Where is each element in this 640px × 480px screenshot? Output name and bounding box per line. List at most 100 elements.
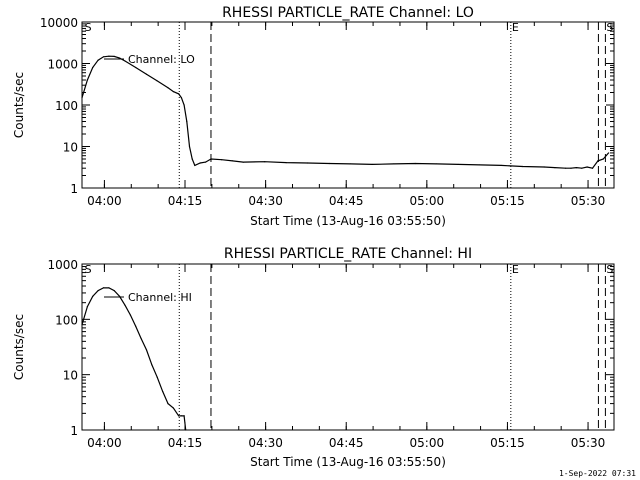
series-point (183, 415, 185, 417)
series-point (108, 55, 110, 57)
plot-frame (81, 263, 615, 431)
series-point (97, 290, 99, 292)
series-point (172, 91, 174, 93)
x-tick-label: 04:45 (329, 194, 364, 208)
chart-panel-2: RHESSI PARTICLE_RATE Channel: HI Counts/s… (12, 246, 615, 469)
series-point (231, 160, 234, 162)
series-line (82, 287, 187, 430)
series-point (591, 167, 594, 169)
event-marker-label: S (85, 263, 92, 276)
series-point (565, 167, 567, 169)
x-tick-label: 04:15 (168, 194, 203, 208)
event-marker-label: S (606, 21, 613, 34)
y-tick-label: 10 (63, 369, 78, 383)
series-point (113, 55, 115, 58)
footer-timestamp: 1-Sep-2022 07:31 (558, 469, 636, 478)
series-point (543, 166, 545, 168)
y-tick-label: 100 (55, 99, 78, 113)
series-point (167, 87, 169, 89)
series-point (167, 402, 169, 405)
y-tick-label: 1000 (47, 58, 78, 72)
series-point (307, 162, 309, 164)
y-tick-label: 100 (55, 313, 78, 327)
series-point (140, 337, 142, 340)
series-point (608, 152, 610, 154)
series-point (124, 304, 126, 306)
series-point (180, 415, 183, 417)
series-point (204, 161, 207, 163)
series-point (183, 104, 185, 106)
x-axis-label: Start Time (13-Aug-16 03:55:50) (250, 214, 446, 228)
y-tick-label: 1000 (47, 258, 78, 272)
chart-title: RHESSI PARTICLE_RATE Channel: HI (224, 246, 472, 262)
legend-label: Channel: HI (128, 291, 192, 304)
x-tick-label: 05:30 (571, 194, 606, 208)
series-point (102, 287, 105, 289)
series-point (285, 161, 287, 164)
series-point (436, 163, 438, 165)
series-point (191, 158, 193, 160)
x-tick-label: 04:00 (87, 194, 122, 208)
series-point (575, 167, 577, 169)
series-point (602, 158, 604, 160)
series-point (92, 66, 94, 69)
series-point (102, 56, 105, 58)
series-point (500, 164, 502, 167)
series-point (586, 166, 588, 168)
plot-frame (81, 21, 615, 189)
series-point (178, 415, 180, 417)
y-tick-label: 10000 (40, 16, 78, 30)
series-point (350, 163, 352, 165)
event-marker-label: E (512, 263, 519, 276)
series-point (135, 325, 137, 327)
series-point (156, 376, 158, 378)
x-tick-label: 04:30 (248, 436, 283, 450)
series-point (371, 163, 373, 166)
y-tick-label: 1 (70, 182, 78, 196)
y-axis-label: Counts/sec (12, 314, 26, 380)
series-point (81, 324, 83, 326)
series-point (597, 160, 599, 162)
event-marker-label: S (85, 21, 92, 34)
series-point (185, 429, 187, 431)
series-point (86, 305, 88, 308)
series-point (199, 162, 201, 164)
series-point (119, 57, 121, 59)
legend-label: Channel: LO (128, 53, 195, 66)
series-point (124, 60, 126, 62)
chart-panel-1: RHESSI PARTICLE_RATE Channel: LO Counts/s… (12, 5, 615, 228)
series-point (554, 167, 556, 169)
series-point (457, 163, 459, 166)
series-point (113, 290, 115, 292)
series-point (97, 59, 99, 61)
y-axis-label: Counts/sec (12, 72, 26, 138)
series-point (172, 407, 174, 409)
series-point (162, 390, 164, 392)
series-point (180, 97, 183, 99)
series-point (210, 158, 212, 160)
series-point (328, 162, 330, 165)
series-point (188, 145, 191, 148)
series-point (86, 79, 88, 81)
series-point (129, 314, 131, 316)
y-tick-label: 10 (63, 141, 78, 155)
x-tick-label: 04:45 (329, 436, 364, 450)
series-point (151, 364, 153, 366)
series-point (92, 295, 94, 297)
x-tick-label: 05:15 (490, 194, 525, 208)
series-point (479, 164, 481, 166)
series-point (186, 120, 188, 123)
event-marker-label: S (606, 263, 613, 276)
series-point (242, 161, 244, 163)
y-tick-label: 1 (70, 424, 78, 438)
series-point (570, 167, 572, 169)
series-point (178, 93, 180, 95)
series-point (522, 165, 524, 168)
x-tick-label: 04:30 (248, 194, 283, 208)
x-tick-label: 05:00 (410, 436, 445, 450)
x-tick-label: 05:00 (410, 194, 445, 208)
series-point (81, 97, 83, 99)
series-point (414, 162, 416, 165)
series-point (581, 167, 583, 169)
x-axis-label: Start Time (13-Aug-16 03:55:50) (250, 455, 446, 469)
